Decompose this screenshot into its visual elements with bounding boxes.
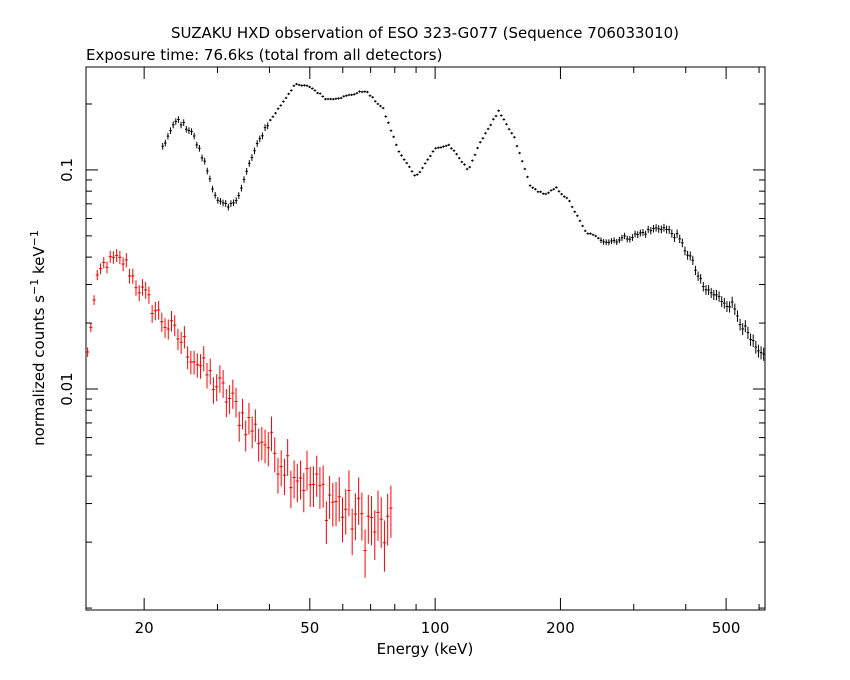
y-axis-label: normalized counts s−1 keV−1 <box>28 230 48 446</box>
x-tick-label: 50 <box>300 619 319 637</box>
y-tick-label: 0.1 <box>58 158 76 182</box>
chart-title: SUZAKU HXD observation of ESO 323-G077 (… <box>171 24 679 42</box>
x-tick-label: 100 <box>421 619 450 637</box>
x-tick-label: 200 <box>546 619 575 637</box>
y-tick-label: 0.01 <box>58 372 76 405</box>
series-pin <box>86 249 393 578</box>
axis-ticks: 20 50 100 200 500 0.1 0.01 <box>58 67 765 637</box>
x-tick-label: 500 <box>712 619 741 637</box>
chart-subtitle: Exposure time: 76.6ks (total from all de… <box>86 46 442 64</box>
x-tick-label: 20 <box>135 619 154 637</box>
y-axis-label-sup1: −1 <box>28 279 41 295</box>
y-axis-label-mid: keV <box>30 246 48 279</box>
plot-frame <box>85 66 766 611</box>
series-gso <box>161 82 765 361</box>
y-axis-label-base: normalized counts s <box>30 295 48 446</box>
x-axis-label: Energy (keV) <box>377 640 474 658</box>
y-axis-label-sup2: −1 <box>28 230 41 246</box>
